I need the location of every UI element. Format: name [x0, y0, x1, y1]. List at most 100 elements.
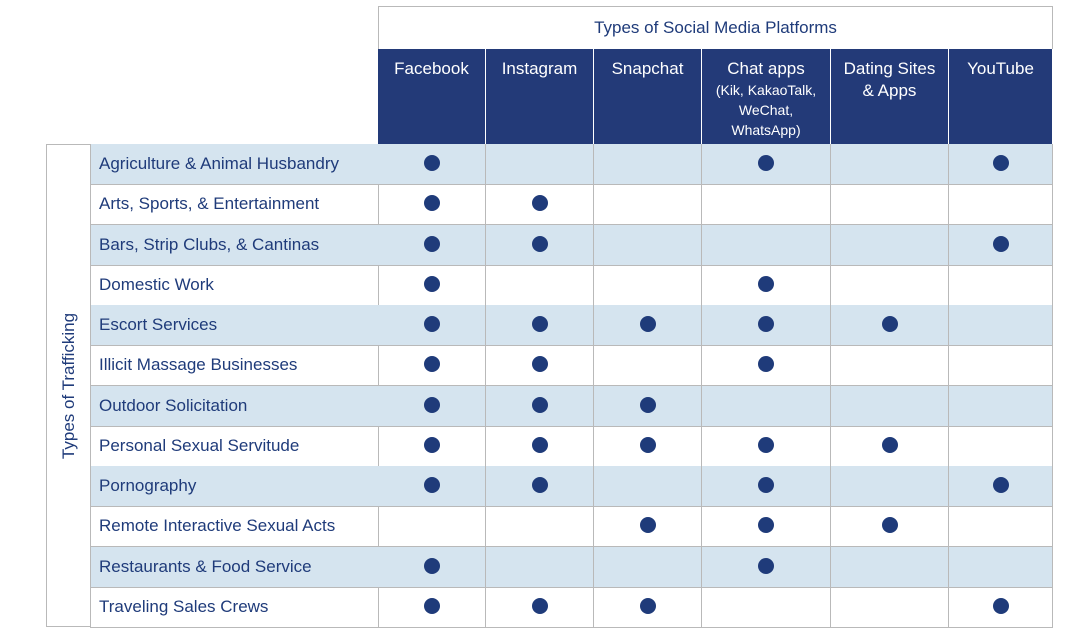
table-cell [594, 144, 702, 185]
table-cell [702, 305, 831, 346]
table-cell [486, 345, 594, 387]
table-cell [486, 506, 594, 548]
table-cell [378, 425, 486, 467]
table-cell [702, 144, 831, 185]
table-cell [378, 546, 486, 588]
column-header-label: Facebook [394, 59, 469, 78]
table-cell [378, 144, 486, 185]
presence-dot [758, 316, 774, 332]
presence-dot [992, 235, 1009, 252]
presence-dot [423, 155, 440, 171]
presence-dot [531, 396, 548, 413]
column-header-label: YouTube [967, 59, 1034, 78]
presence-dot [531, 316, 548, 332]
table-cell [594, 184, 702, 226]
table-cell [831, 425, 949, 467]
table-cell [831, 305, 949, 346]
table-cell [949, 506, 1053, 548]
table-cell [831, 586, 949, 628]
presence-dot [758, 356, 774, 373]
table-cell [378, 264, 486, 306]
table-cell [486, 144, 594, 185]
table-cell [831, 506, 949, 548]
presence-dot [423, 597, 440, 614]
row-label: Bars, Strip Clubs, & Cantinas [90, 224, 379, 266]
table-cell [949, 144, 1053, 185]
presence-dot [531, 195, 548, 212]
column-header: Instagram [486, 49, 594, 144]
table-cell [378, 305, 486, 346]
table-cell [486, 305, 594, 346]
table-cell [486, 586, 594, 628]
row-label: Personal Sexual Servitude [90, 425, 379, 467]
table-cell [594, 345, 702, 387]
presence-dot [639, 396, 656, 413]
table-cell [702, 345, 831, 387]
presence-dot [758, 436, 774, 453]
table-cell [378, 466, 486, 507]
presence-dot [423, 477, 440, 493]
column-header-sublabel: (Kik, KakaoTalk, WeChat, WhatsApp) [715, 82, 817, 138]
table-cell [702, 546, 831, 588]
table-cell [594, 264, 702, 306]
table-cell [831, 224, 949, 266]
presence-dot [423, 436, 440, 453]
table-cell [594, 425, 702, 467]
table-cell [486, 264, 594, 306]
presence-dot [992, 477, 1009, 493]
column-header: Chat apps (Kik, KakaoTalk, WeChat, WhatsA… [702, 49, 831, 144]
presence-dot [881, 316, 898, 332]
table-cell [702, 466, 831, 507]
column-header-label: Snapchat [611, 59, 684, 78]
table-cell [831, 264, 949, 306]
presence-dot [423, 396, 440, 413]
presence-dot [639, 517, 656, 534]
presence-dot [881, 436, 898, 453]
presence-dot [639, 316, 656, 332]
presence-dot [531, 597, 548, 614]
presence-dot [758, 477, 774, 493]
column-header-label: Dating Sites & Apps [843, 59, 936, 100]
table-cell [702, 425, 831, 467]
table-cell [378, 224, 486, 266]
table-cell [831, 144, 949, 185]
table-cell [702, 385, 831, 427]
table-cell [378, 385, 486, 427]
table-cell [702, 506, 831, 548]
table-cell [949, 586, 1053, 628]
presence-dot [881, 517, 898, 534]
table-cell [949, 224, 1053, 266]
row-label: Escort Services [90, 305, 379, 346]
row-label: Arts, Sports, & Entertainment [90, 184, 379, 226]
table-cell [831, 385, 949, 427]
presence-dot [758, 557, 774, 574]
presence-dot [758, 517, 774, 534]
row-label: Outdoor Solicitation [90, 385, 379, 427]
table-cell [378, 506, 486, 548]
table-cell [702, 264, 831, 306]
presence-dot [531, 235, 548, 252]
presence-dot [423, 275, 440, 292]
presence-dot [758, 155, 774, 171]
column-header-label: Instagram [501, 59, 578, 78]
row-label: Illicit Massage Businesses [90, 345, 379, 387]
table-cell [702, 586, 831, 628]
presence-dot [531, 477, 548, 493]
presence-dot [423, 557, 440, 574]
table-cell [594, 546, 702, 588]
presence-dot [531, 436, 548, 453]
column-header-label: Chat apps [727, 59, 805, 78]
table-cell [486, 425, 594, 467]
table-cell [594, 224, 702, 266]
row-label: Agriculture & Animal Husbandry [90, 144, 379, 185]
table-cell [486, 224, 594, 266]
presence-dot [423, 316, 440, 332]
table-cell [594, 586, 702, 628]
table-cell [949, 546, 1053, 588]
column-header: Snapchat [594, 49, 702, 144]
table-cell [702, 184, 831, 226]
table-cell [486, 385, 594, 427]
row-label: Restaurants & Food Service [90, 546, 379, 588]
table-cell [486, 546, 594, 588]
